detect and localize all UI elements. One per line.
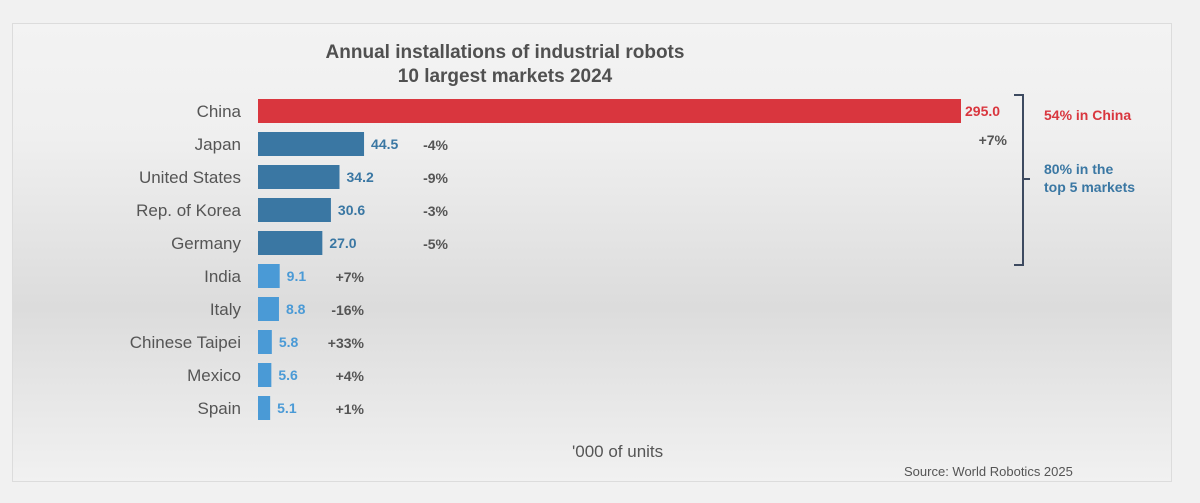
top5-bracket <box>1014 94 1030 266</box>
value-label: 5.1 <box>277 400 297 416</box>
change-label: +7% <box>336 269 365 285</box>
bar-germany <box>258 231 323 255</box>
value-label: 9.1 <box>287 268 307 284</box>
change-label: +4% <box>336 368 365 384</box>
top5-annotation: 80% in the top 5 markets <box>1044 160 1135 196</box>
category-label: Rep. of Korea <box>136 201 241 220</box>
bar-china <box>258 99 961 123</box>
china-share-annotation: 54% in China <box>1044 106 1131 124</box>
value-label: 5.6 <box>278 367 298 383</box>
change-label: +7% <box>979 132 1008 148</box>
china-share-text: 54% in China <box>1044 107 1132 123</box>
top5-text-line1: 80% in the <box>1044 161 1114 177</box>
x-axis-label: '000 of units <box>572 442 664 461</box>
category-label: Chinese Taipei <box>130 333 241 352</box>
bar-mexico <box>258 363 272 387</box>
category-label: United States <box>139 168 241 187</box>
chart-title: Annual installations of industrial robot… <box>0 41 1010 89</box>
bar-india <box>258 264 280 288</box>
value-label: 34.2 <box>347 169 374 185</box>
top5-text-line2: top 5 markets <box>1044 179 1136 195</box>
value-label: 8.8 <box>286 301 306 317</box>
value-label: 5.8 <box>279 334 299 350</box>
category-label: Mexico <box>187 366 241 385</box>
change-label: -16% <box>331 302 364 318</box>
chart-subtitle: 10 largest markets 2024 <box>397 66 613 87</box>
change-label: +33% <box>328 335 365 351</box>
value-label: 44.5 <box>371 136 398 152</box>
bar-spain <box>258 396 271 420</box>
bar-chinese-taipei <box>258 330 272 354</box>
change-label: -3% <box>423 203 448 219</box>
bar-japan <box>258 132 365 156</box>
bar-united-states <box>258 165 340 189</box>
category-label: China <box>197 102 242 121</box>
category-label: Spain <box>198 399 241 418</box>
change-label: -4% <box>423 137 448 153</box>
bar-italy <box>258 297 279 321</box>
value-label: 295.0 <box>965 103 1000 119</box>
category-label: Germany <box>171 234 241 253</box>
value-label: 27.0 <box>329 235 356 251</box>
source-note: Source: World Robotics 2025 <box>904 464 1073 479</box>
change-label: +1% <box>336 401 365 417</box>
chart-title-line1: Annual installations of industrial robot… <box>325 42 685 63</box>
change-label: -5% <box>423 236 448 252</box>
change-label: -9% <box>423 170 448 186</box>
value-label: 30.6 <box>338 202 365 218</box>
category-label: Italy <box>210 300 242 319</box>
bar-rep-of-korea <box>258 198 331 222</box>
category-label: Japan <box>195 135 241 154</box>
category-label: India <box>204 267 241 286</box>
